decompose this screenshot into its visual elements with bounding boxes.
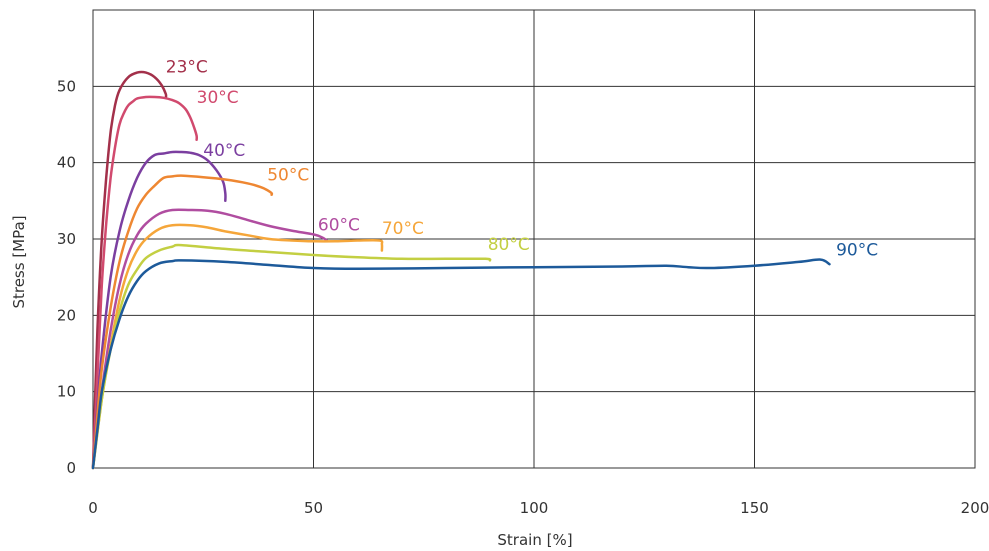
series-label-60c: 60°C (318, 215, 360, 235)
series-label-90c: 90°C (836, 240, 878, 260)
series-label-50c: 50°C (267, 166, 309, 186)
x-tick-label: 150 (740, 499, 769, 517)
y-tick-label: 40 (57, 154, 76, 172)
series-label-40c: 40°C (203, 141, 245, 161)
y-tick-label: 20 (57, 306, 76, 324)
x-tick-label: 100 (520, 499, 549, 517)
series-line-23c (91, 70, 168, 470)
y-axis-ticks: 0 10 20 30 40 50 (57, 77, 76, 477)
series-layer (91, 70, 831, 470)
x-axis-label: Strain [%] (497, 531, 572, 549)
y-tick-label: 50 (57, 77, 76, 95)
x-tick-label: 0 (88, 499, 98, 517)
plot-frame (92, 9, 976, 469)
x-tick-label: 50 (304, 499, 323, 517)
series-line-70c (91, 223, 384, 470)
series-line-80c (91, 243, 492, 470)
series-label-30c: 30°C (197, 88, 239, 108)
series-label-70c: 70°C (382, 219, 424, 239)
series-label-23c: 23°C (166, 57, 208, 77)
x-axis-ticks: 0 50 100 150 200 (88, 499, 989, 517)
plot-border (92, 9, 976, 469)
series-line-60c (91, 208, 328, 470)
y-tick-label: 0 (66, 459, 76, 477)
series-line-90c (91, 258, 831, 470)
grid (92, 10, 976, 469)
series-line-30c (91, 95, 199, 470)
x-tick-label: 200 (961, 499, 989, 517)
y-tick-label: 30 (57, 230, 76, 248)
series-label-80c: 80°C (488, 235, 530, 255)
series-labels: 23°C 30°C 40°C 50°C 60°C 70°C 80°C 90°C (166, 57, 878, 260)
y-axis-label: Stress [MPa] (10, 215, 28, 308)
series-line-50c (91, 174, 274, 470)
y-tick-label: 10 (57, 383, 76, 401)
series-line-40c (91, 150, 227, 470)
